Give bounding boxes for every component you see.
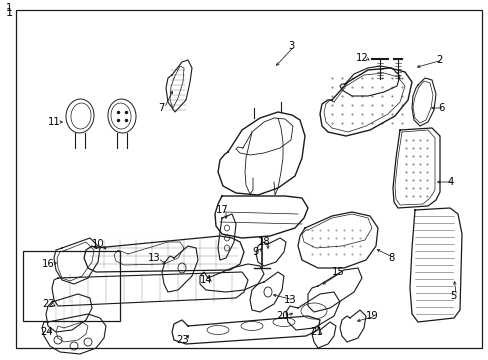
Text: 6: 6: [437, 103, 444, 113]
Text: 3: 3: [287, 41, 294, 51]
Text: 8: 8: [387, 253, 393, 263]
Text: 13: 13: [284, 295, 296, 305]
Text: 2: 2: [435, 55, 442, 65]
Text: 12: 12: [355, 53, 368, 63]
Text: 19: 19: [365, 311, 378, 321]
Text: 23: 23: [176, 335, 188, 345]
Text: 13: 13: [148, 253, 160, 263]
Text: 22: 22: [42, 299, 55, 309]
Text: 9: 9: [251, 247, 258, 257]
Text: 1: 1: [6, 3, 12, 13]
Text: 24: 24: [40, 327, 53, 337]
Text: 10: 10: [92, 239, 104, 249]
Text: 20: 20: [275, 311, 288, 321]
Text: 14: 14: [200, 275, 212, 285]
Text: 21: 21: [309, 327, 322, 337]
Text: 1: 1: [6, 8, 13, 18]
Text: 15: 15: [331, 267, 344, 277]
Bar: [23, 251, 120, 321]
Text: 17: 17: [216, 205, 228, 215]
Text: 4: 4: [447, 177, 453, 187]
Text: 16: 16: [42, 259, 55, 269]
Text: 5: 5: [449, 291, 455, 301]
Text: 7: 7: [158, 103, 164, 113]
Text: 18: 18: [258, 237, 270, 247]
Text: 11: 11: [48, 117, 61, 127]
